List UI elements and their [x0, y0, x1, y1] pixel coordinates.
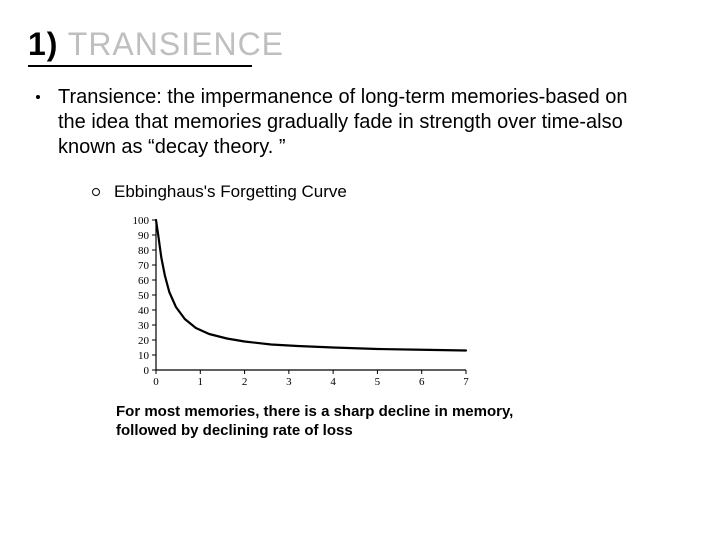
chart-caption: For most memories, there is a sharp decl…	[116, 403, 576, 441]
bullet-dot-icon	[36, 95, 40, 99]
bullet-row: Transience: the impermanence of long-ter…	[36, 85, 692, 160]
svg-text:7: 7	[463, 376, 469, 388]
title-word: TRANSIENCE	[68, 26, 284, 62]
title-underline	[28, 65, 252, 67]
slide: 1) TRANSIENCE Transience: the impermanen…	[0, 0, 720, 540]
svg-text:20: 20	[138, 335, 150, 347]
svg-text:0: 0	[153, 376, 159, 388]
svg-text:6: 6	[419, 376, 425, 388]
svg-text:5: 5	[375, 376, 381, 388]
svg-text:1: 1	[198, 376, 204, 388]
forgetting-curve-chart: 0 10 20 30 40 50 60 70 80 90 100 0 1 2 3 4 5 6 7	[116, 214, 476, 389]
bullet-circle-icon	[92, 188, 100, 196]
svg-text:80: 80	[138, 245, 150, 257]
bullet-text: Transience: the impermanence of long-ter…	[58, 85, 658, 160]
svg-text:2: 2	[242, 376, 248, 388]
svg-text:0: 0	[144, 365, 150, 377]
svg-text:10: 10	[138, 350, 150, 362]
title-number: 1)	[28, 26, 58, 62]
svg-text:4: 4	[330, 376, 336, 388]
svg-text:50: 50	[138, 290, 150, 302]
svg-text:30: 30	[138, 320, 150, 332]
svg-text:70: 70	[138, 260, 150, 272]
svg-text:60: 60	[138, 275, 150, 287]
svg-text:90: 90	[138, 230, 150, 242]
slide-title: 1) TRANSIENCE	[28, 26, 692, 63]
svg-text:40: 40	[138, 305, 150, 317]
svg-text:100: 100	[133, 215, 150, 227]
sub-bullet-text: Ebbinghaus's Forgetting Curve	[114, 182, 347, 202]
svg-text:3: 3	[286, 376, 292, 388]
sub-bullet-row: Ebbinghaus's Forgetting Curve	[92, 182, 692, 202]
title-wrap: 1) TRANSIENCE	[28, 26, 692, 67]
chart-wrap: 0 10 20 30 40 50 60 70 80 90 100 0 1 2 3 4 5 6 7	[116, 214, 692, 389]
